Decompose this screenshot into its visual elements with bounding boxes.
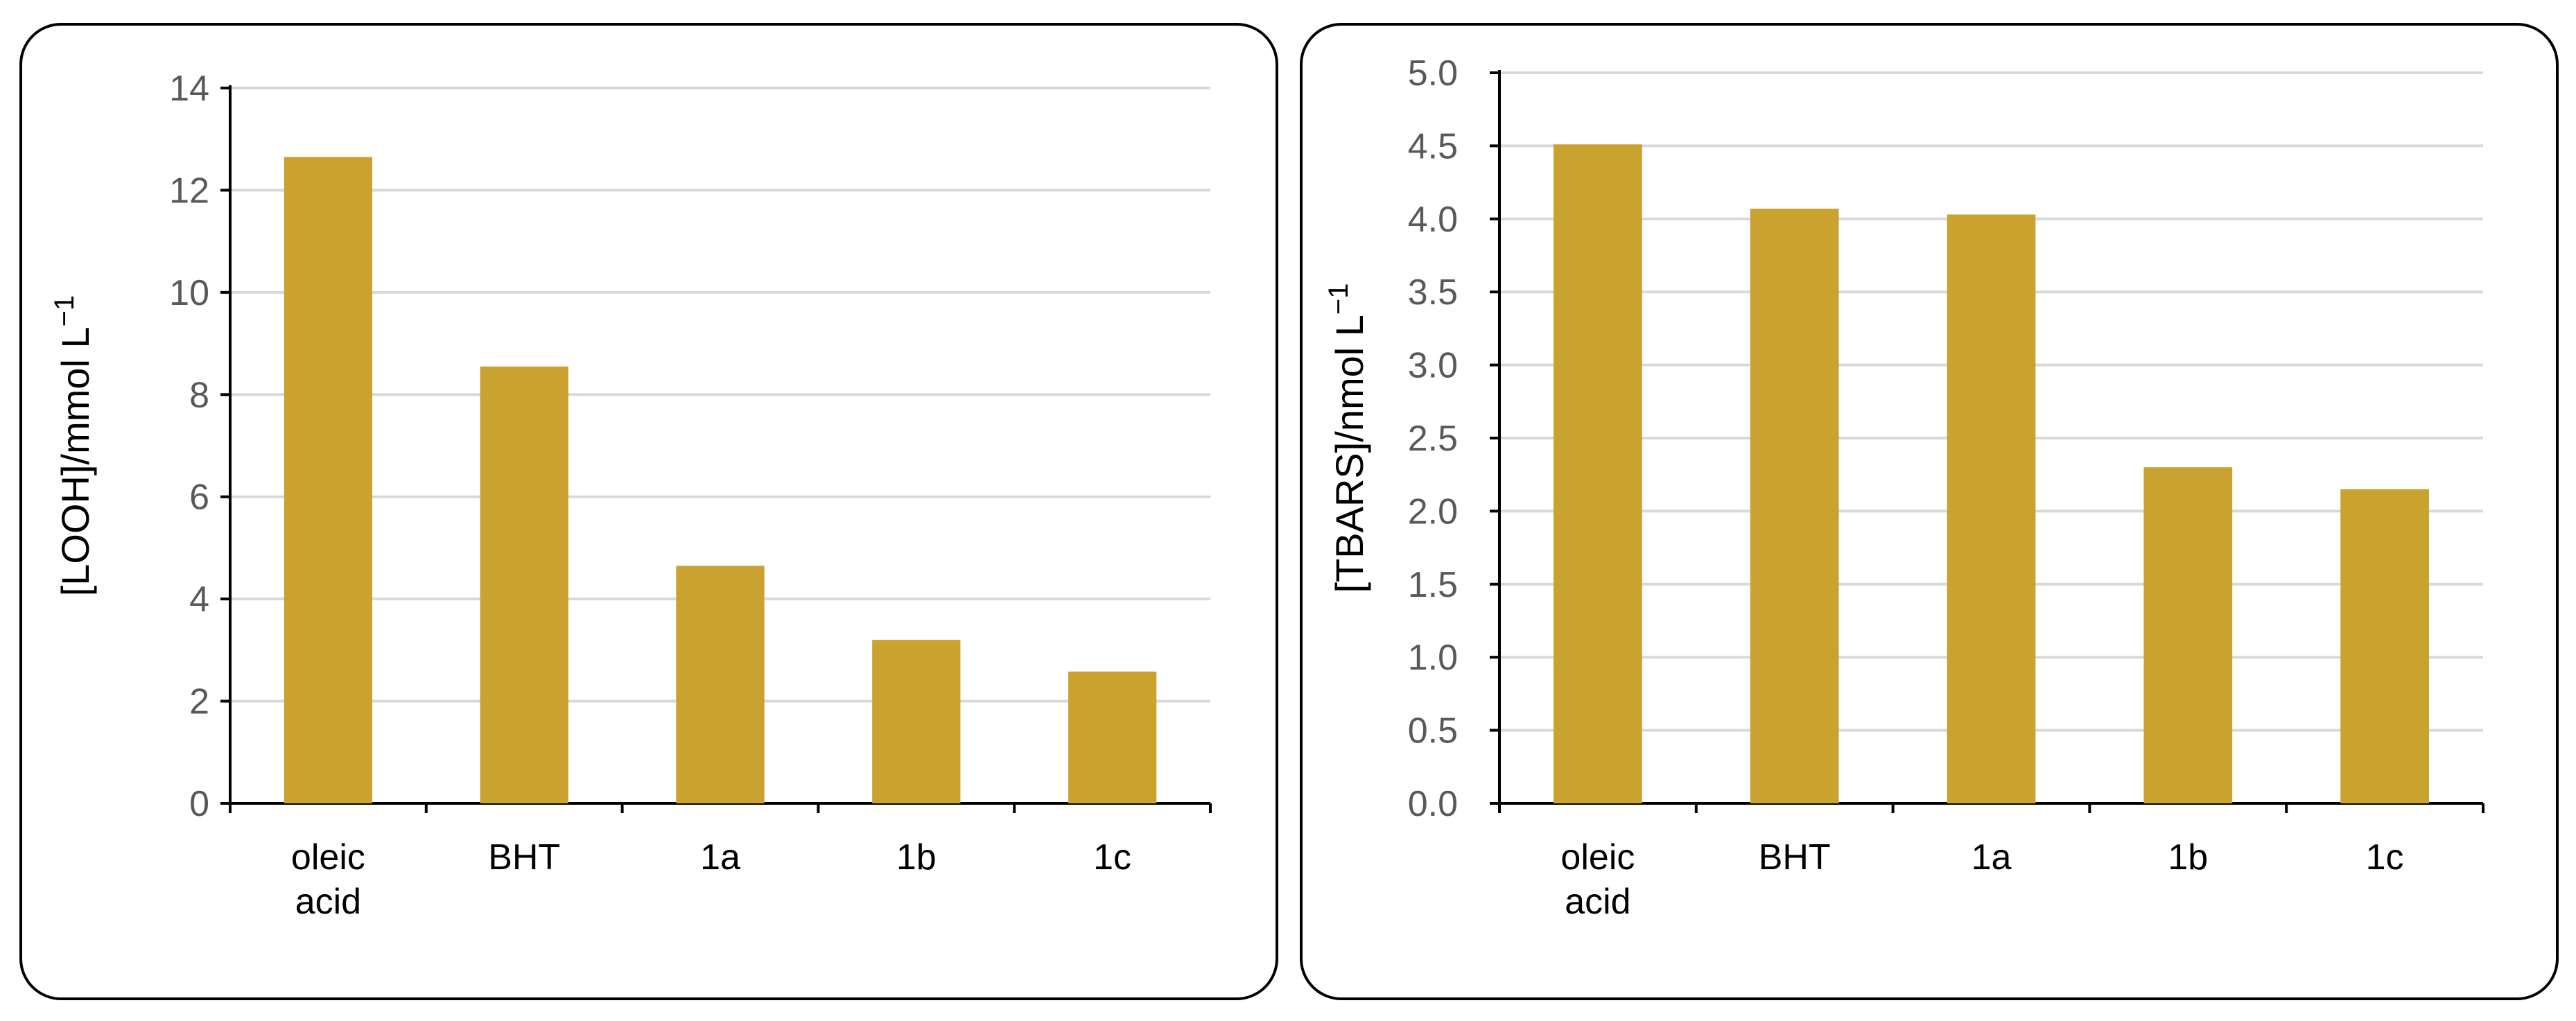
x-category-label: 1a — [700, 837, 740, 878]
x-category-label: 1c — [2366, 837, 2404, 878]
y-tick-label: 1.5 — [1408, 565, 1458, 605]
x-category-label: acid — [295, 882, 361, 922]
y-tick-label: 2.0 — [1408, 491, 1458, 532]
y-tick-label: 4 — [189, 579, 209, 620]
x-category-label: BHT — [488, 837, 560, 878]
x-category-label: 1b — [896, 837, 937, 878]
x-category-label: oleic — [291, 837, 365, 878]
bar-1a — [676, 566, 765, 803]
y-tick-label: 0.5 — [1408, 711, 1458, 751]
x-category-label: 1c — [1093, 837, 1131, 878]
y-tick-label: 0 — [189, 784, 209, 824]
y-axis-title: [TBARS]/nmol L−1 — [1323, 283, 1371, 593]
y-tick-label: 2.5 — [1408, 419, 1458, 459]
x-category-label: acid — [1565, 882, 1630, 922]
bar-1b — [872, 640, 961, 803]
bar-1c — [2340, 489, 2429, 803]
chart-tbars: 0.0 0.5 1.0 1.5 2.0 2.5 3.0 3.5 4.0 4.5 5.0 oleicac… — [1323, 53, 2484, 922]
y-axis-title: [LOOH]/mmol L−1 — [49, 295, 97, 597]
y-tick-label: 10 — [169, 273, 209, 313]
x-category-label: BHT — [1759, 837, 1831, 878]
y-tick-label: 3.5 — [1408, 272, 1458, 313]
y-tick-label: 2 — [189, 682, 209, 722]
x-category-label: 1b — [2168, 837, 2208, 878]
y-axis-title-text: [TBARS]/nmol L — [1328, 315, 1371, 593]
y-tick-label: 8 — [189, 375, 209, 415]
y-tick-label: 3.0 — [1408, 346, 1458, 386]
y-tick-label: 14 — [169, 69, 209, 109]
bar-bht — [1750, 209, 1839, 803]
bar-oleic-acid — [284, 157, 373, 803]
y-tick-label: 6 — [189, 478, 209, 518]
y-tick-label: 12 — [169, 171, 209, 211]
bar-1b — [2143, 467, 2233, 803]
y-tick-label: 1.0 — [1408, 638, 1458, 678]
y-axis-title-text: [LOOH]/mmol L — [53, 326, 97, 596]
bar-1c — [1068, 671, 1157, 803]
bar-1a — [1947, 214, 2036, 803]
y-axis-title-superscript: −1 — [49, 295, 80, 327]
y-tick-label: 0.0 — [1408, 784, 1458, 824]
y-tick-label: 5.0 — [1408, 53, 1458, 94]
x-category-label: oleic — [1560, 837, 1635, 878]
bar-bht — [480, 366, 568, 803]
y-tick-label: 4.0 — [1408, 200, 1458, 240]
y-axis-title-superscript: −1 — [1323, 283, 1354, 315]
y-tick-label: 4.5 — [1408, 126, 1458, 166]
x-category-label: 1a — [1972, 837, 2012, 878]
bar-oleic-acid — [1554, 144, 1642, 804]
